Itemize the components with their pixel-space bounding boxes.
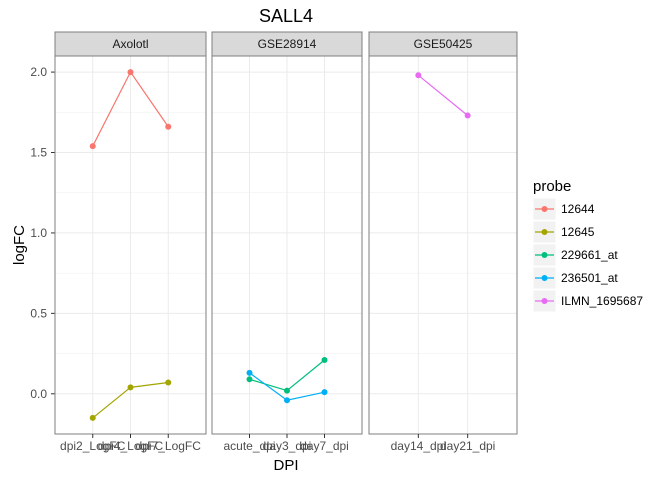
legend-key-point bbox=[541, 252, 548, 258]
data-point-12644 bbox=[165, 123, 172, 130]
facet-strip bbox=[54, 31, 207, 57]
series-line-ILMN_1695687 bbox=[417, 74, 469, 116]
legend-label: 229661_at bbox=[561, 248, 618, 262]
data-point-236501_at bbox=[321, 389, 328, 396]
legend: probe 12644 12645 229661_at 236501_at ILMN_1… bbox=[532, 178, 643, 313]
data-point-229661_at bbox=[246, 376, 253, 383]
data-point-12645 bbox=[127, 384, 134, 391]
y-axis-label: logFC bbox=[11, 225, 28, 265]
chart-title: SALL4 bbox=[259, 6, 313, 26]
legend-label: ILMN_1695687 bbox=[561, 294, 643, 308]
legend-label: 12645 bbox=[561, 225, 595, 239]
y-tick-label: 0.5 bbox=[30, 306, 47, 320]
x-tick-label: acute_dpi bbox=[223, 439, 275, 453]
facet-strip-label: Axolotl bbox=[112, 37, 148, 51]
facet-strip bbox=[368, 31, 518, 57]
data-point-12645 bbox=[89, 414, 96, 421]
facet-strip-label: GSE50425 bbox=[414, 37, 473, 51]
legend-key-point bbox=[541, 275, 548, 281]
y-tick-label: 1.5 bbox=[30, 146, 47, 160]
data-point-229661_at bbox=[321, 357, 328, 364]
legend-label: 236501_at bbox=[561, 271, 618, 285]
x-tick-label: day7_dpi bbox=[300, 439, 349, 453]
data-point-12644 bbox=[127, 69, 134, 76]
x-tick-label: dpi2_LogFC bbox=[60, 439, 126, 453]
legend-key-point bbox=[541, 229, 548, 235]
facet-strip-label: GSE28914 bbox=[258, 37, 317, 51]
panel-background bbox=[369, 56, 517, 434]
legend-label: 12644 bbox=[561, 202, 595, 216]
x-tick-label: day14_dpi bbox=[391, 439, 446, 453]
data-point-236501_at bbox=[284, 397, 290, 404]
data-point-ILMN_1695687 bbox=[464, 112, 471, 119]
legend-key-point bbox=[541, 206, 548, 212]
y-tick-label: 1.0 bbox=[30, 226, 47, 240]
x-tick-label: dpi7_LogFC bbox=[136, 439, 202, 453]
data-point-12645 bbox=[165, 379, 172, 386]
data-point-229661_at bbox=[284, 387, 290, 394]
y-tick-label: 0.0 bbox=[30, 387, 47, 401]
facet-strip bbox=[211, 31, 363, 57]
panels: 0.0 0.5 1.0 1.5 2.0 Axolotl dpi2_LogFCdpi4_Log… bbox=[30, 31, 518, 453]
legend-keys: 12644 12645 229661_at 236501_at ILMN_1695687 bbox=[532, 197, 643, 313]
data-point-12644 bbox=[89, 143, 96, 150]
legend-key-point bbox=[541, 298, 548, 304]
x-axis-label: DPI bbox=[273, 457, 298, 474]
data-point-236501_at bbox=[246, 369, 253, 376]
x-tick-label: dpi4_LogFC bbox=[98, 439, 164, 453]
x-tick-label: day21_dpi bbox=[440, 439, 495, 453]
y-tick-label: 2.0 bbox=[30, 65, 47, 79]
legend-title: probe bbox=[533, 178, 571, 195]
x-tick-label: day3_dpi bbox=[263, 439, 312, 453]
data-point-ILMN_1695687 bbox=[415, 72, 422, 79]
